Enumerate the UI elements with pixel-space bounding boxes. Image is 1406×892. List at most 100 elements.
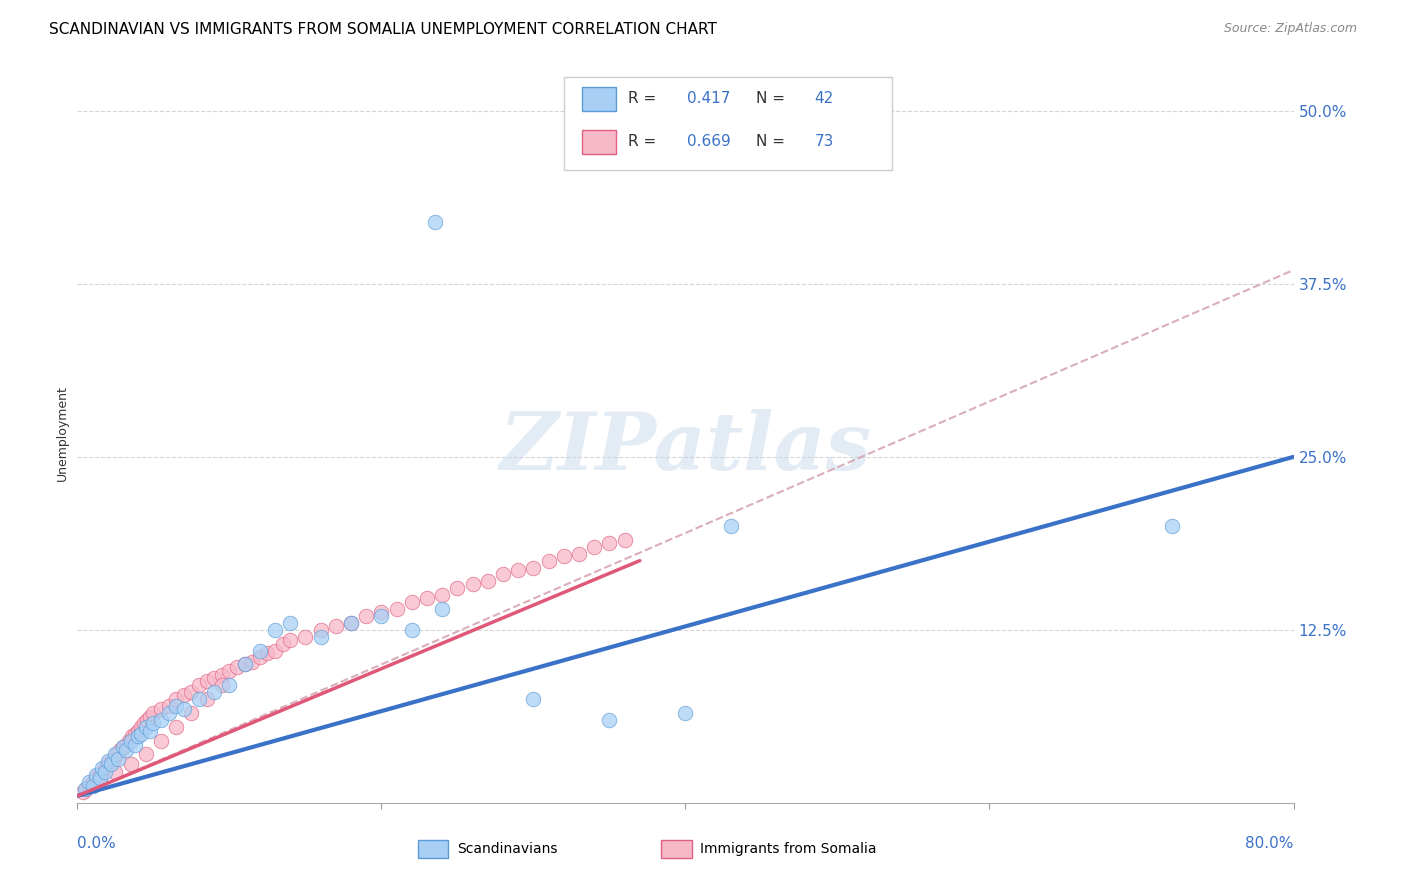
Point xyxy=(309,623,332,637)
Point xyxy=(218,678,240,692)
Point xyxy=(202,685,225,699)
Point xyxy=(89,771,111,785)
Point xyxy=(354,609,377,624)
Point xyxy=(108,743,131,757)
Point xyxy=(127,723,149,738)
Point xyxy=(73,781,96,796)
Point xyxy=(165,698,187,713)
Text: 80.0%: 80.0% xyxy=(1246,836,1294,851)
Point xyxy=(180,685,202,699)
Point xyxy=(423,214,446,228)
Point xyxy=(79,775,101,789)
Text: 73: 73 xyxy=(814,134,834,149)
Point xyxy=(124,738,146,752)
Point xyxy=(115,743,138,757)
Point xyxy=(180,706,202,720)
Point xyxy=(385,602,408,616)
Text: 0.417: 0.417 xyxy=(686,91,730,106)
Point xyxy=(370,609,392,624)
Point xyxy=(294,630,316,644)
Point xyxy=(97,754,120,768)
Point xyxy=(508,563,530,577)
Point xyxy=(157,706,180,720)
Point xyxy=(111,740,134,755)
Point xyxy=(135,720,157,734)
Point xyxy=(522,560,544,574)
Point xyxy=(249,650,271,665)
Point xyxy=(107,751,129,765)
Point xyxy=(446,582,468,596)
Point xyxy=(202,671,225,685)
Point xyxy=(89,771,111,785)
Text: R =: R = xyxy=(628,134,661,149)
Point xyxy=(104,765,127,780)
Text: Immigrants from Somalia: Immigrants from Somalia xyxy=(700,842,876,856)
FancyBboxPatch shape xyxy=(661,840,692,858)
Text: Scandinavians: Scandinavians xyxy=(457,842,557,856)
Point xyxy=(256,646,278,660)
Point xyxy=(136,713,159,727)
Point xyxy=(84,771,107,785)
Point xyxy=(195,673,218,688)
Point xyxy=(598,713,620,727)
Point xyxy=(129,726,152,740)
Point xyxy=(240,655,263,669)
Point xyxy=(461,577,484,591)
Point xyxy=(72,785,94,799)
Point xyxy=(271,637,294,651)
Point xyxy=(430,602,453,616)
Point xyxy=(115,738,138,752)
Point xyxy=(430,588,453,602)
Point xyxy=(142,715,165,730)
Point xyxy=(195,692,218,706)
Point xyxy=(100,754,122,768)
Point xyxy=(218,665,240,679)
Text: ZIPatlas: ZIPatlas xyxy=(499,409,872,486)
Text: SCANDINAVIAN VS IMMIGRANTS FROM SOMALIA UNEMPLOYMENT CORRELATION CHART: SCANDINAVIAN VS IMMIGRANTS FROM SOMALIA … xyxy=(49,22,717,37)
Point xyxy=(149,733,172,747)
Point xyxy=(340,615,363,630)
Point xyxy=(598,535,620,549)
Point xyxy=(90,765,112,780)
Point xyxy=(537,554,560,568)
Point xyxy=(278,632,301,647)
Point xyxy=(340,615,363,630)
Point xyxy=(142,706,165,720)
Point xyxy=(401,595,423,609)
Point xyxy=(139,723,162,738)
Point xyxy=(157,698,180,713)
Point xyxy=(264,643,287,657)
Point xyxy=(522,692,544,706)
Point xyxy=(97,757,120,772)
Point xyxy=(103,751,125,765)
Y-axis label: Unemployment: Unemployment xyxy=(56,384,69,481)
Point xyxy=(278,615,301,630)
Point xyxy=(87,768,110,782)
Point xyxy=(134,715,156,730)
FancyBboxPatch shape xyxy=(582,130,616,153)
Point xyxy=(188,678,211,692)
Text: 0.669: 0.669 xyxy=(686,134,730,149)
Point xyxy=(233,657,256,672)
Point xyxy=(93,761,115,775)
Point xyxy=(90,761,112,775)
Point xyxy=(211,668,233,682)
Point xyxy=(173,688,195,702)
Point xyxy=(82,779,104,793)
Point xyxy=(121,730,143,744)
Point xyxy=(211,678,233,692)
Text: N =: N = xyxy=(756,134,790,149)
Point xyxy=(492,567,515,582)
Text: 0.0%: 0.0% xyxy=(77,836,117,851)
Point xyxy=(401,623,423,637)
Point xyxy=(264,623,287,637)
Point xyxy=(93,765,115,780)
Point xyxy=(111,740,134,755)
Point xyxy=(82,775,104,789)
Point xyxy=(613,533,636,547)
Point xyxy=(165,692,187,706)
Point xyxy=(120,733,142,747)
Point xyxy=(100,757,122,772)
Text: N =: N = xyxy=(756,91,790,106)
Point xyxy=(1161,519,1184,533)
